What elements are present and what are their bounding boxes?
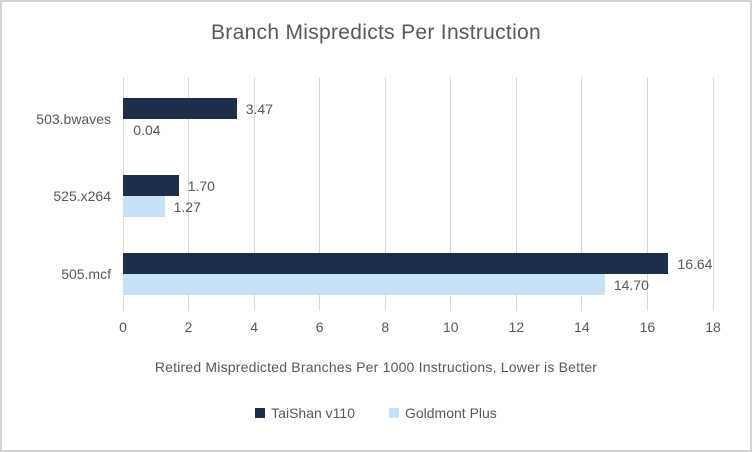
legend-marker-icon: [388, 408, 399, 418]
legend-item: Goldmont Plus: [388, 405, 497, 421]
gridline: [515, 77, 517, 311]
x-tick-label: 18: [705, 319, 721, 335]
category-label: 505.mcf: [61, 266, 111, 282]
value-label: 1.70: [187, 177, 215, 194]
x-tick-label: 0: [119, 319, 127, 335]
value-label: 3.47: [245, 100, 273, 117]
x-tick-label: 6: [315, 319, 324, 335]
x-tick-label: 4: [250, 319, 258, 335]
gridline: [712, 77, 714, 311]
bar: [123, 119, 124, 140]
chart-title: Branch Mispredicts Per Instruction: [211, 21, 541, 44]
gridline: [646, 77, 648, 311]
value-label: 14.70: [613, 276, 649, 293]
x-tick-label: 14: [574, 319, 590, 335]
gridline: [253, 77, 255, 311]
category-label: 525.x264: [53, 188, 111, 204]
bar: [123, 274, 605, 295]
bar: [123, 196, 165, 217]
x-axis-title: Retired Mispredicted Branches Per 1000 I…: [154, 359, 598, 375]
x-tick-label: 8: [381, 319, 390, 335]
x-tick-label: 10: [442, 319, 459, 335]
x-tick-label: 16: [639, 319, 656, 335]
value-label: 16.64: [677, 255, 713, 272]
gridline: [581, 77, 583, 311]
bar: [123, 175, 179, 196]
value-label: 1.27: [173, 198, 201, 215]
legend-item: TaiShan v110: [255, 405, 355, 421]
bar: [123, 253, 669, 274]
x-tick-label: 12: [508, 319, 525, 335]
legend-marker-icon: [255, 408, 266, 418]
legend-label: TaiShan v110: [271, 405, 355, 421]
bar: [123, 98, 237, 119]
gridline: [188, 77, 190, 311]
legend-label: Goldmont Plus: [404, 405, 497, 421]
gridline: [319, 77, 321, 311]
gridline: [384, 77, 386, 311]
legend: TaiShan v110 Goldmont Plus: [2, 405, 750, 421]
x-tick-label: 2: [184, 319, 193, 335]
gridline: [450, 77, 452, 311]
category-label: 503.bwaves: [36, 111, 111, 127]
value-label: 0.04: [133, 121, 161, 138]
